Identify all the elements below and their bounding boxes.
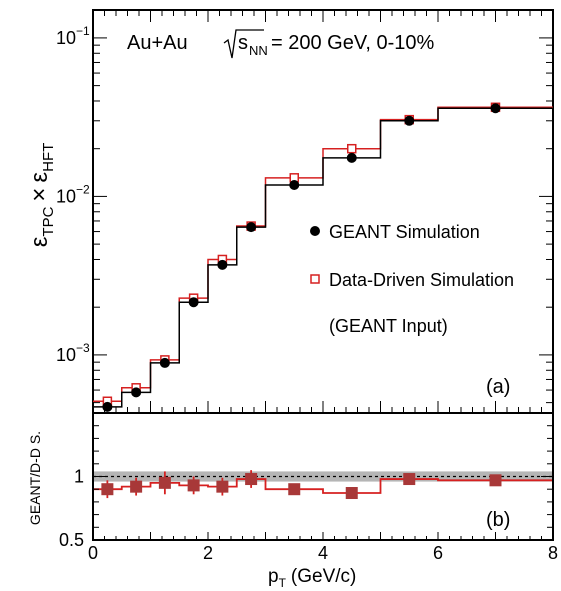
geant-point xyxy=(346,152,357,163)
annotation-sqrt-sub: NN xyxy=(249,43,268,58)
geant-point xyxy=(289,180,300,191)
panel-a-x-ticks xyxy=(92,10,554,413)
dds-point xyxy=(347,143,357,154)
panel-b-y-label: GEANT/D-D S. xyxy=(27,431,43,525)
panel-a: 10−3 10−2 10−1 Au+Au s NN = 200 GeV, 0-10%… xyxy=(26,9,554,414)
ratio-point xyxy=(403,473,416,486)
ratio-point xyxy=(158,476,171,489)
ratio-step-line xyxy=(93,478,553,494)
x-axis-label: pT (GeV/c) xyxy=(268,566,356,590)
panel-a-label: (a) xyxy=(486,376,510,398)
x-tick-label: 8 xyxy=(548,543,558,563)
legend-label-dds: Data-Driven Simulation xyxy=(329,270,514,290)
geant-point xyxy=(102,401,113,412)
legend-label-geant: GEANT Simulation xyxy=(329,222,480,242)
geant-point xyxy=(131,387,142,398)
y-tick-label: 0.5 xyxy=(59,530,84,550)
legend-marker-dds xyxy=(310,274,320,284)
ratio-point xyxy=(489,474,502,487)
x-tick-label: 4 xyxy=(318,543,328,563)
geant-point xyxy=(159,357,170,368)
annotation-system: Au+Au xyxy=(127,32,188,54)
ratio-point xyxy=(130,480,143,493)
sqrt-symbol xyxy=(223,29,264,59)
geant-point xyxy=(246,222,257,233)
ratio-point xyxy=(288,483,301,496)
annotation-sqrt-s: s xyxy=(238,32,248,54)
ratio-point xyxy=(101,483,114,496)
geant-point xyxy=(404,115,415,126)
legend: GEANT Simulation Data-Driven Simulation … xyxy=(310,222,514,336)
geant-step-line xyxy=(93,107,553,408)
geant-point xyxy=(490,103,501,114)
x-tick-label: 2 xyxy=(203,543,213,563)
legend-marker-geant xyxy=(310,226,320,236)
ratio-point xyxy=(216,480,229,493)
y-tick-label: 10−3 xyxy=(56,341,90,365)
panel-b-label: (b) xyxy=(486,509,510,531)
ratio-point xyxy=(245,473,258,486)
ratio-point xyxy=(345,487,358,500)
panel-b-y-ticks: 0.51 xyxy=(59,412,553,550)
panel-b-x-ticks: 0 2 4 6 8 xyxy=(88,532,558,563)
geant-point xyxy=(217,259,228,270)
y-tick-label: 10−1 xyxy=(56,24,90,48)
panel-a-y-label: εTPC×εHFT xyxy=(26,143,57,248)
panel-a-series xyxy=(93,102,553,412)
y-tick-label: 10−2 xyxy=(56,182,90,206)
legend-note: (GEANT Input) xyxy=(329,316,448,336)
panel-a-y-ticks: 10−3 10−2 10−1 xyxy=(56,24,553,404)
ratio-point xyxy=(187,479,200,492)
annotation-energy: = 200 GeV, 0-10% xyxy=(271,32,434,54)
y-tick-label: 1 xyxy=(74,467,84,487)
x-tick-label: 6 xyxy=(433,543,443,563)
panel-b-series xyxy=(93,470,553,500)
x-tick-label: 0 xyxy=(88,543,98,563)
geant-point xyxy=(188,297,199,308)
panel-a-frame xyxy=(92,9,554,414)
